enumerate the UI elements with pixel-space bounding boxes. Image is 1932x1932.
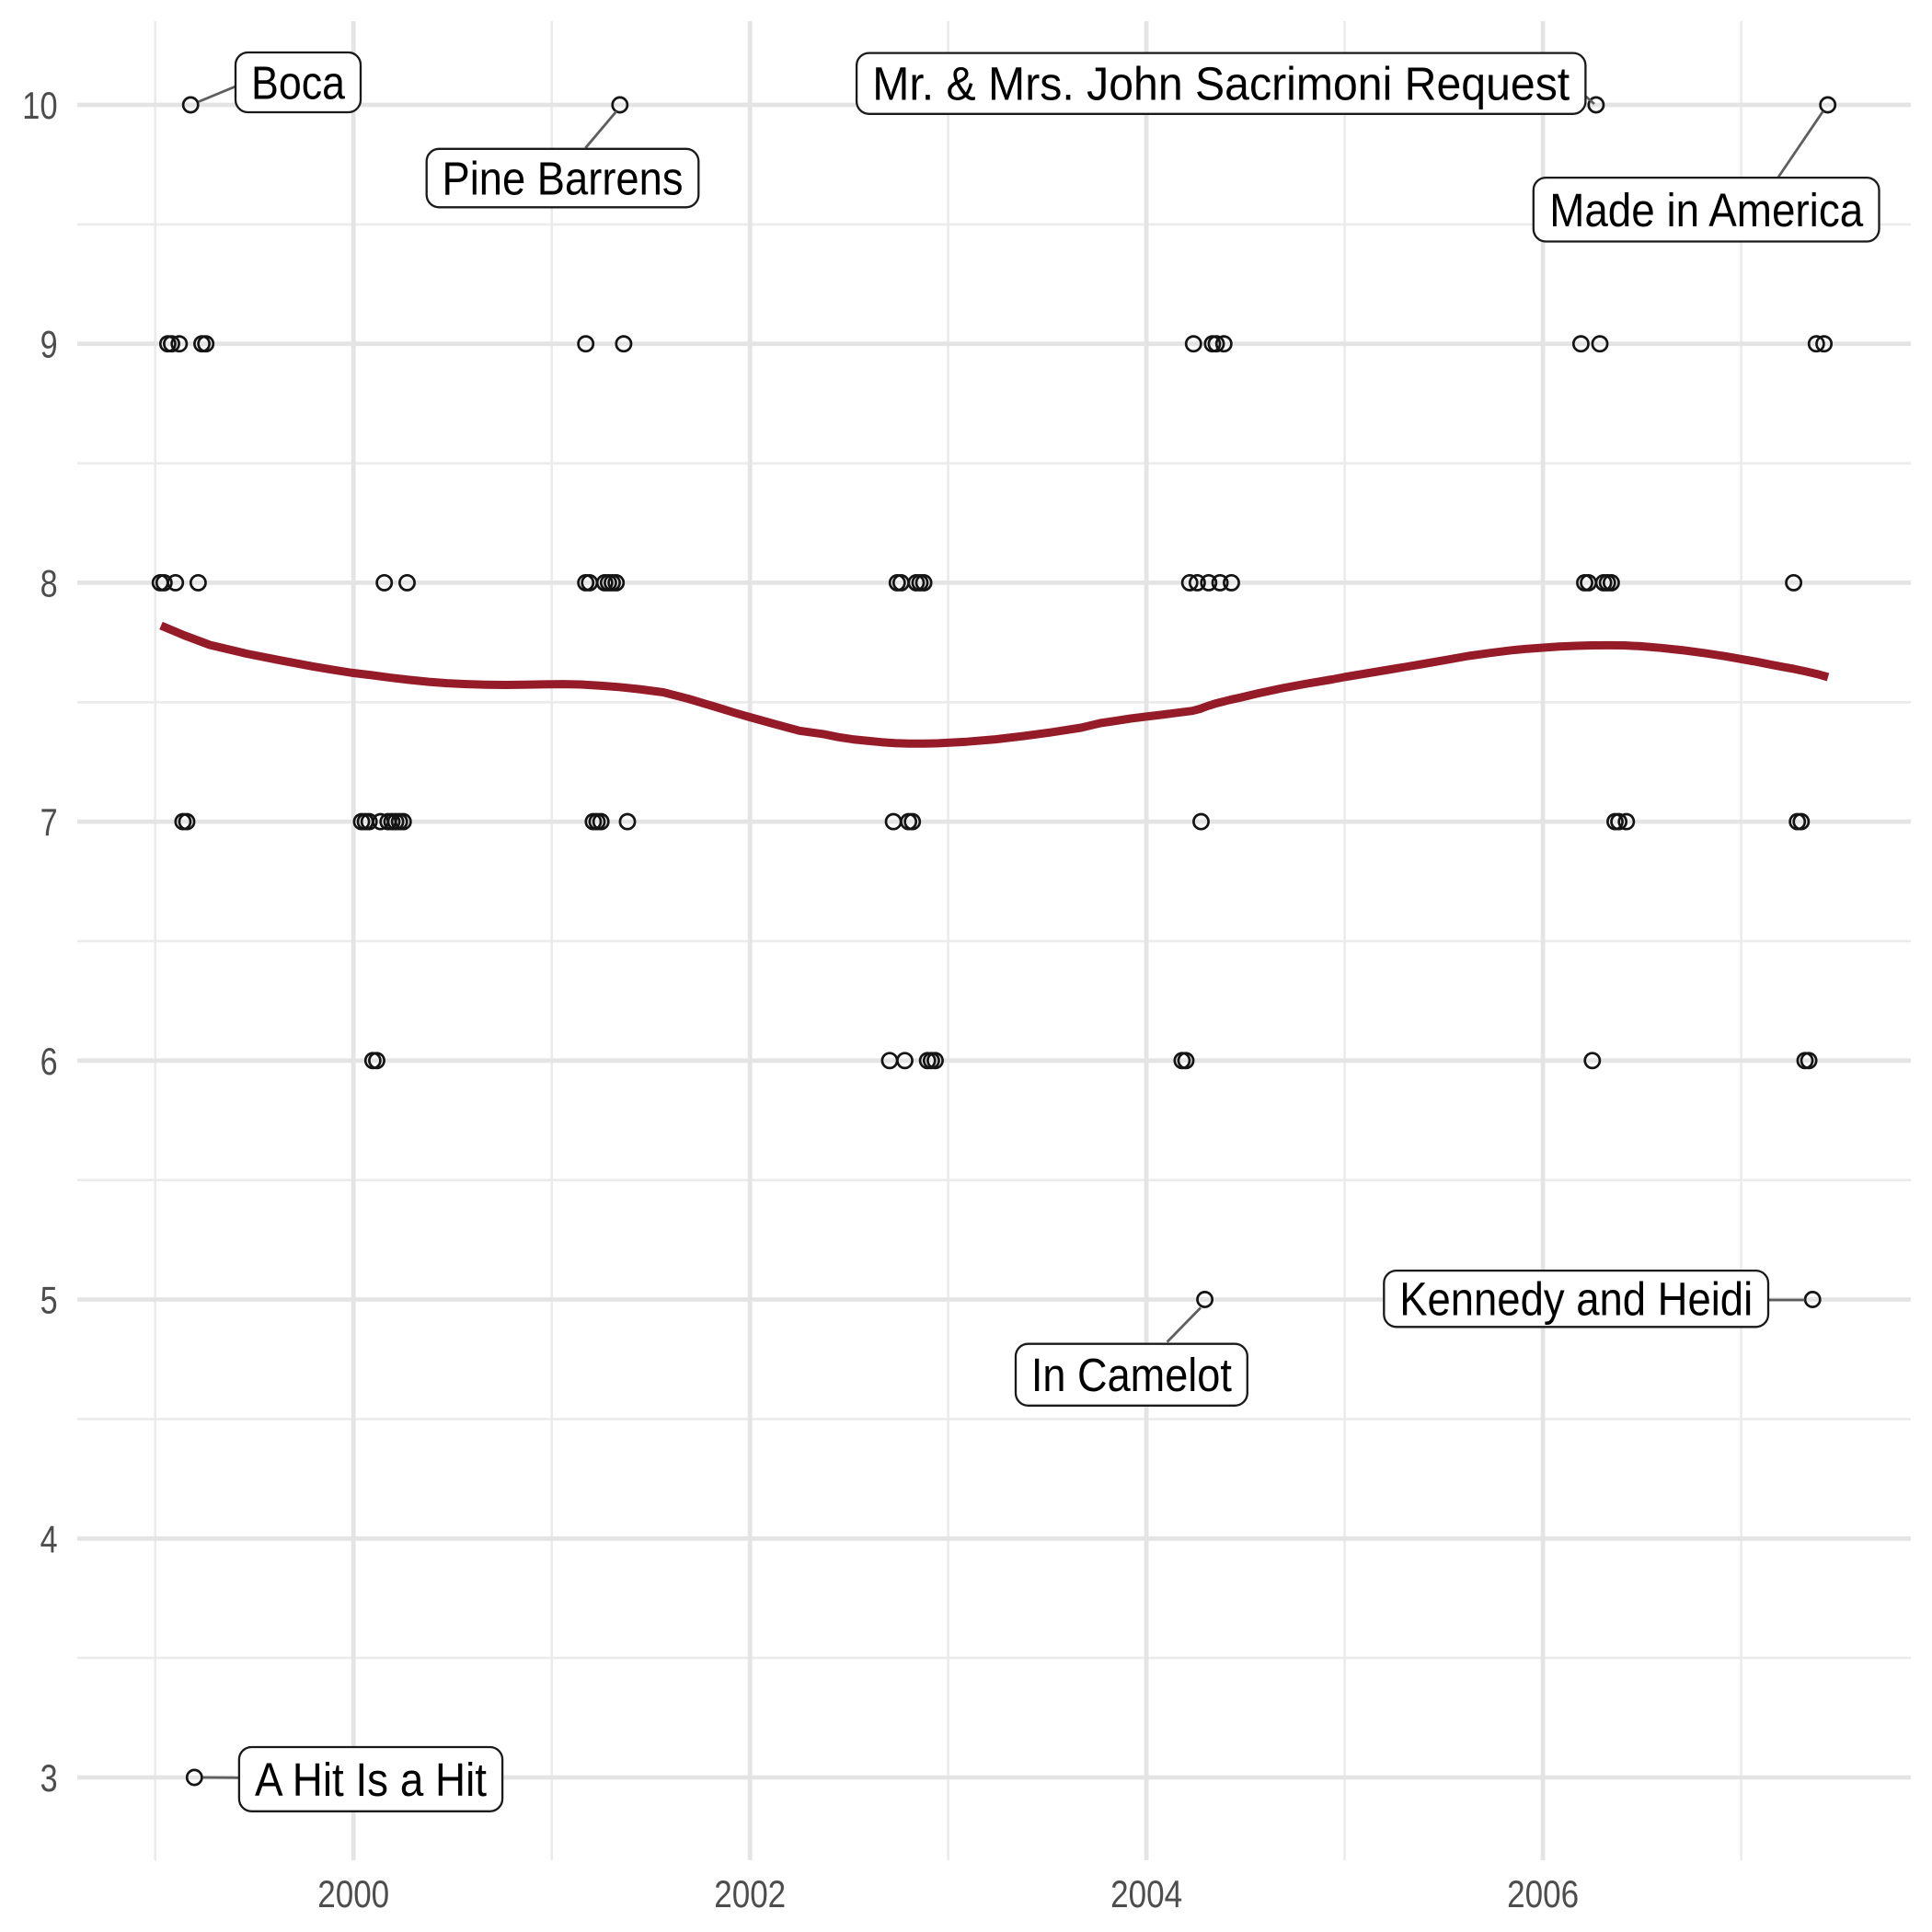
svg-text:8: 8 (40, 561, 58, 604)
svg-text:10: 10 (22, 84, 58, 127)
svg-text:A Hit Is a Hit: A Hit Is a Hit (255, 1754, 487, 1806)
svg-text:9: 9 (40, 323, 58, 366)
svg-text:5: 5 (40, 1279, 58, 1322)
svg-text:2004: 2004 (1110, 1872, 1182, 1915)
svg-text:Boca: Boca (251, 57, 346, 109)
svg-text:7: 7 (40, 800, 58, 844)
svg-text:4: 4 (40, 1517, 58, 1560)
svg-text:2000: 2000 (317, 1872, 389, 1915)
svg-text:Kennedy and Heidi: Kennedy and Heidi (1399, 1273, 1753, 1326)
svg-text:Made in America: Made in America (1549, 184, 1864, 236)
svg-text:6: 6 (40, 1040, 58, 1083)
svg-text:2002: 2002 (714, 1872, 786, 1915)
svg-text:Mr. & Mrs. John Sacrimoni Requ: Mr. & Mrs. John Sacrimoni Request (872, 58, 1570, 110)
svg-text:Pine Barrens: Pine Barrens (443, 153, 684, 205)
svg-text:2006: 2006 (1507, 1872, 1579, 1915)
svg-text:In Camelot: In Camelot (1031, 1349, 1232, 1401)
svg-text:3: 3 (40, 1756, 58, 1800)
